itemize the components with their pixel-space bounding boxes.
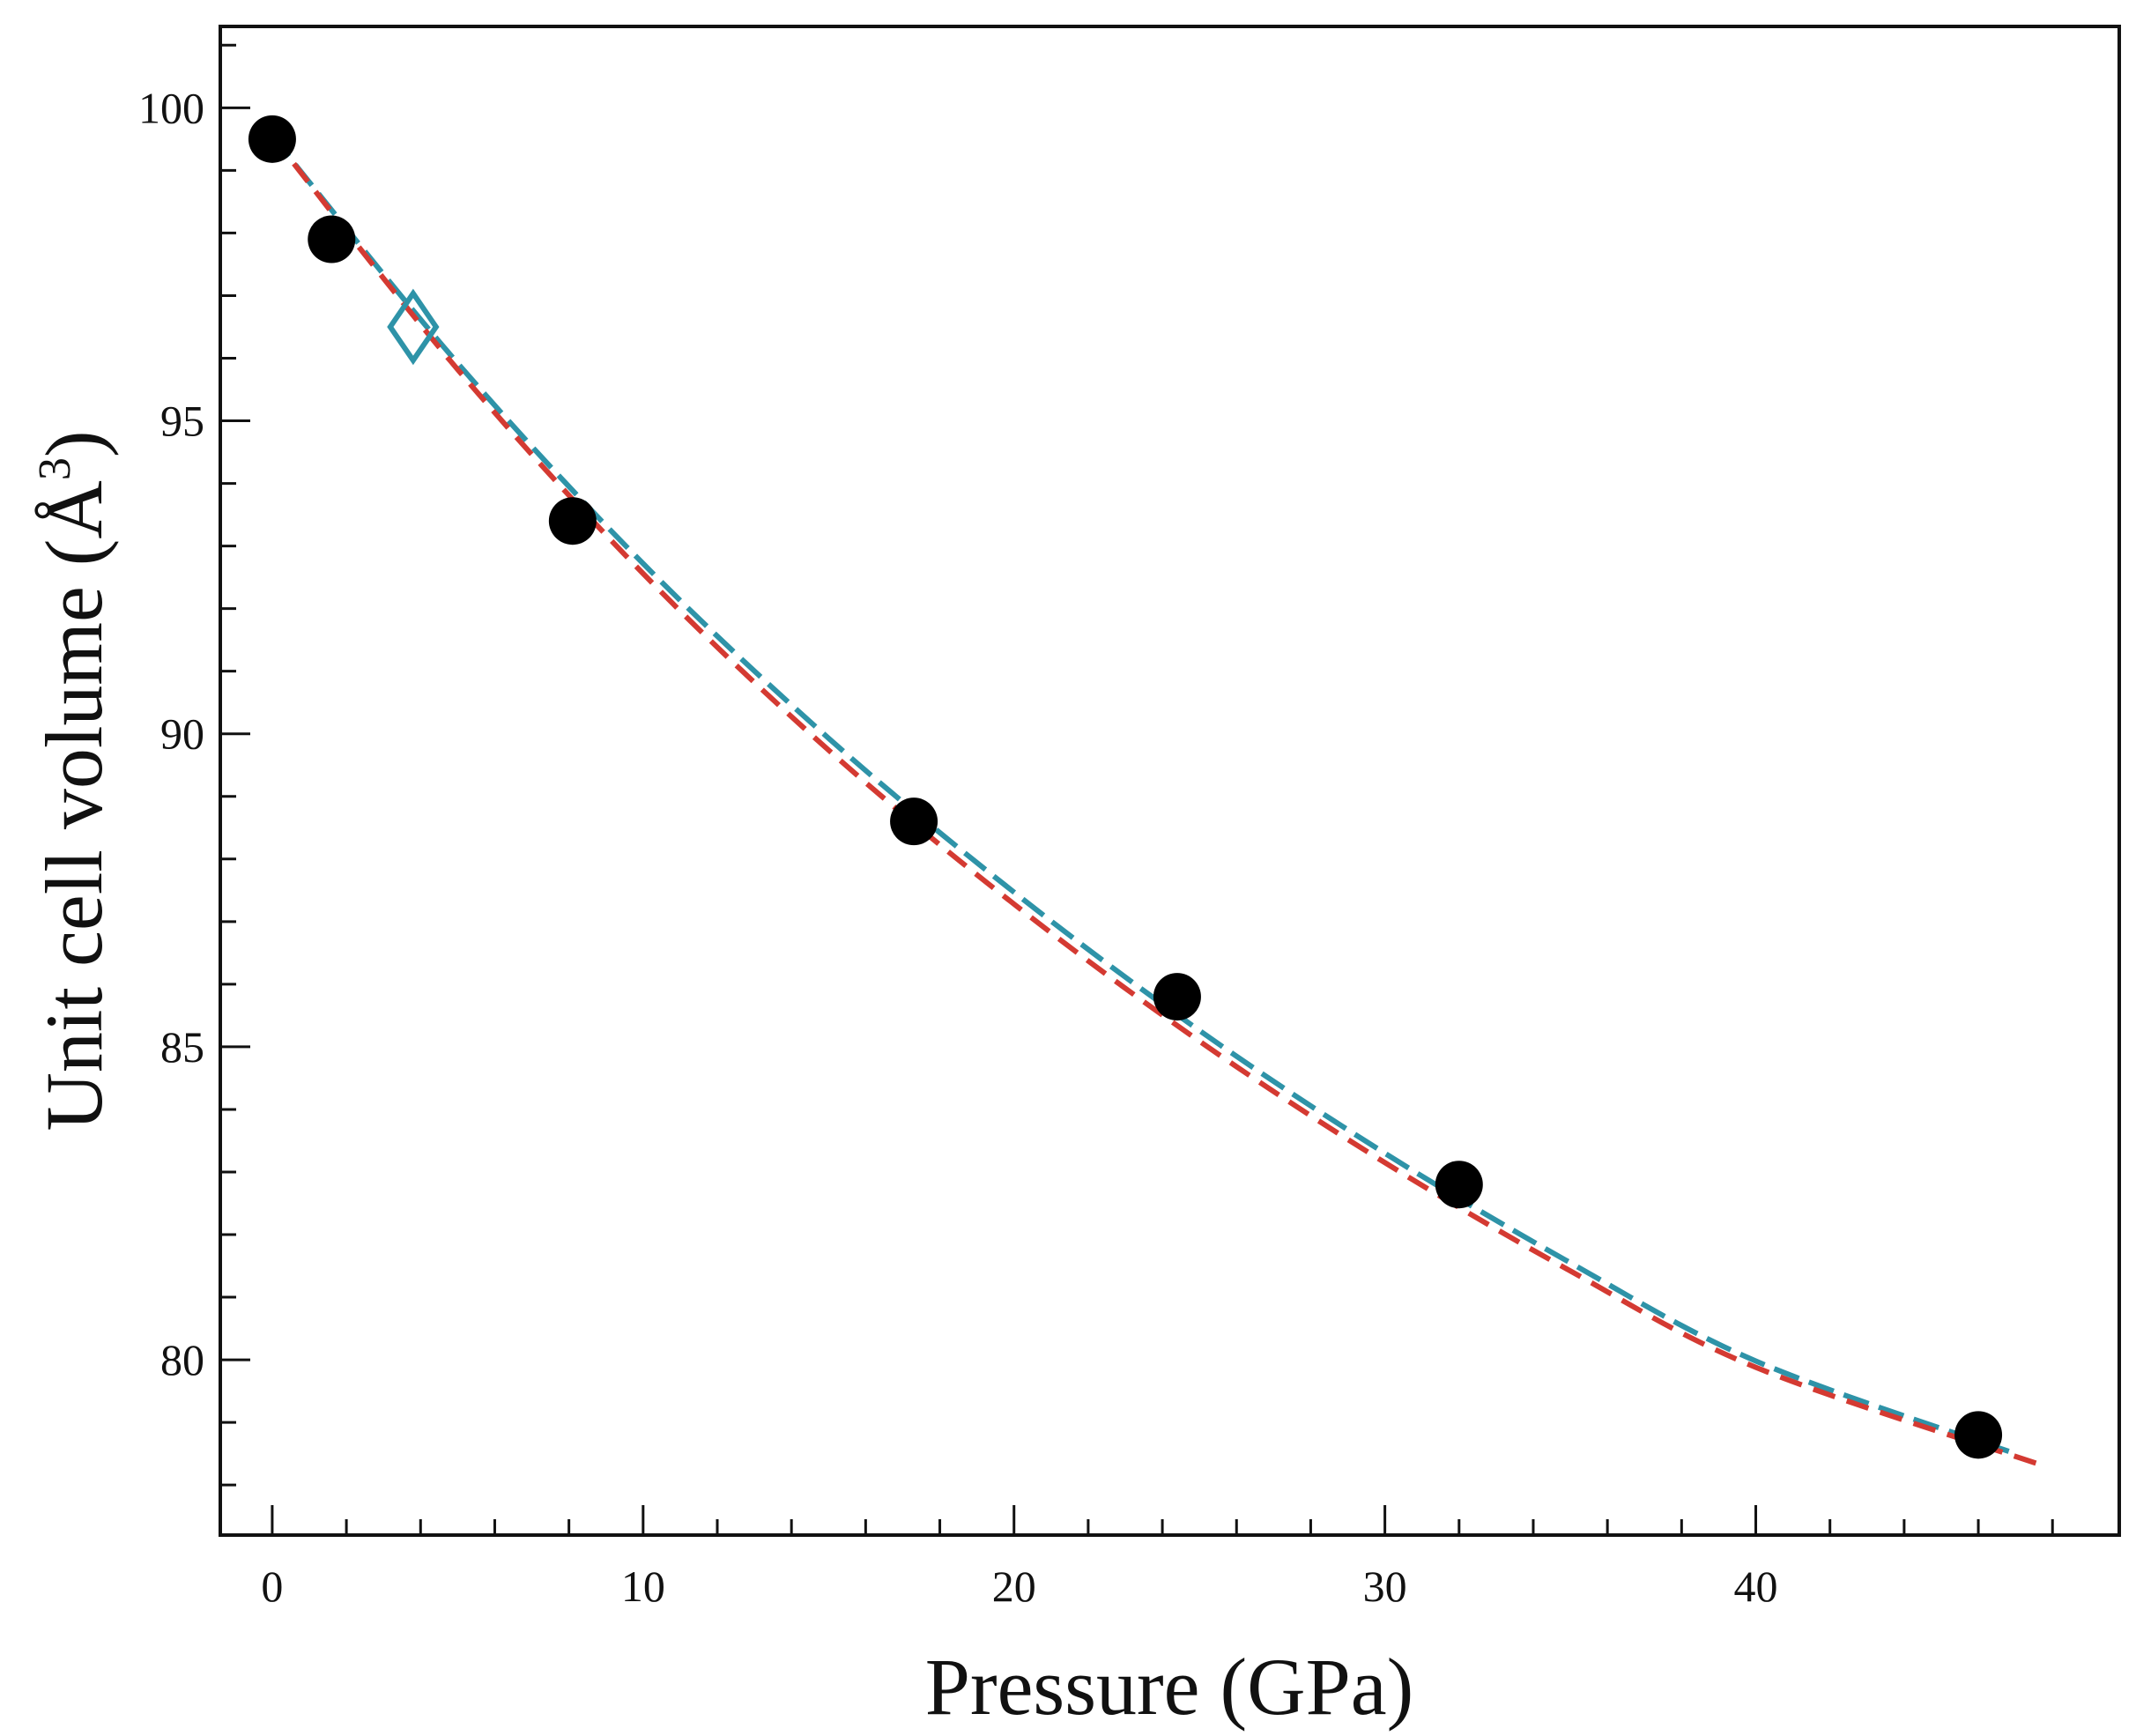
data-point [308, 215, 356, 263]
y-axis-title-text: Unit cell volume ( [29, 539, 119, 1131]
x-tick-label: 40 [1734, 1562, 1778, 1611]
data-point [248, 115, 296, 163]
fit-line-teal [270, 134, 2017, 1457]
x-axis-ticks: 0 10 20 30 40 [261, 1505, 2054, 1611]
fit-line-red [270, 134, 2046, 1469]
y-tick-label: 80 [160, 1335, 204, 1384]
data-point [1153, 973, 1201, 1021]
y-tick-label: 100 [138, 83, 204, 132]
x-tick-label: 20 [992, 1562, 1036, 1611]
y-tick-label: 90 [160, 709, 204, 759]
y-axis-title: Unit cell volume (Å3) [29, 430, 119, 1131]
data-points [248, 115, 2003, 1459]
data-point [890, 798, 938, 846]
fit-lines [270, 134, 2046, 1469]
y-axis-title-close: ) [29, 430, 119, 457]
x-tick-label: 0 [261, 1562, 283, 1611]
x-axis-title: Pressure (GPa) [925, 1642, 1413, 1732]
data-point [548, 497, 597, 545]
plot-frame [219, 25, 2121, 1537]
data-point-diamond [387, 288, 440, 366]
x-tick-label: 30 [1363, 1562, 1407, 1611]
data-point [1435, 1161, 1483, 1209]
y-tick-label: 85 [160, 1022, 204, 1072]
x-tick-label: 10 [621, 1562, 665, 1611]
y-axis-title-unit: Å [29, 480, 119, 538]
y-tick-label: 95 [160, 397, 204, 446]
data-point [1954, 1411, 2003, 1459]
y-axis-ticks: 80 85 90 95 100 [138, 43, 250, 1487]
y-axis-title-superscript: 3 [30, 457, 80, 480]
